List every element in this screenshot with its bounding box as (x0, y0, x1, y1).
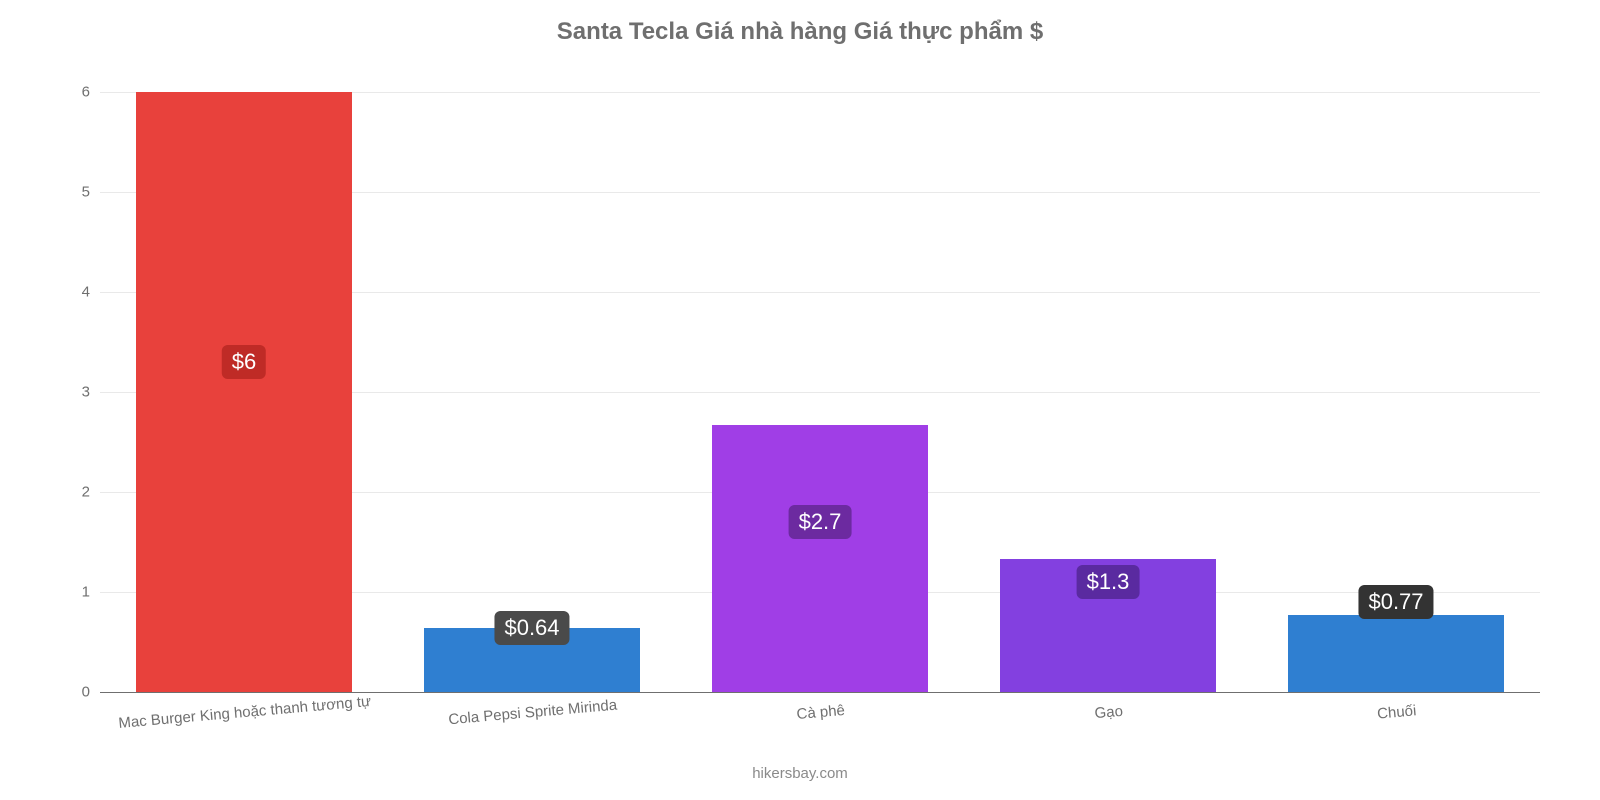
x-category-label: Gạo (1094, 703, 1124, 722)
x-category-label: Chuối (1376, 702, 1417, 722)
y-tick-label: 3 (82, 384, 100, 401)
x-category-label: Mac Burger King hoặc thanh tương tự (118, 693, 372, 732)
bar (1288, 615, 1504, 692)
y-tick-label: 6 (82, 84, 100, 101)
chart-container: Santa Tecla Giá nhà hàng Giá thực phẩm $… (0, 0, 1600, 800)
y-tick-label: 0 (82, 684, 100, 701)
gridline (100, 692, 1540, 693)
bars-layer: $6 $0.64 $2.7 $1.3 $0.77 (100, 72, 1540, 692)
bar-value-label: $0.77 (1358, 585, 1433, 619)
bar (712, 425, 928, 692)
bar (136, 92, 352, 692)
bar-value-label: $2.7 (789, 505, 852, 539)
x-category-label: Cola Pepsi Sprite Mirinda (448, 697, 618, 729)
y-tick-label: 5 (82, 184, 100, 201)
y-tick-label: 1 (82, 584, 100, 601)
bar-value-label: $1.3 (1077, 565, 1140, 599)
x-category-label: Cà phê (796, 702, 846, 723)
bar-value-label: $0.64 (494, 611, 569, 645)
y-tick-label: 2 (82, 484, 100, 501)
chart-title: Santa Tecla Giá nhà hàng Giá thực phẩm $ (0, 0, 1600, 46)
y-tick-label: 4 (82, 284, 100, 301)
plot-area: 0123456 $6$0.64$2.7$1.3$0.77 Mac Burger … (100, 72, 1540, 692)
attribution-text: hikersbay.com (752, 765, 848, 782)
bar-value-label: $6 (222, 345, 266, 379)
